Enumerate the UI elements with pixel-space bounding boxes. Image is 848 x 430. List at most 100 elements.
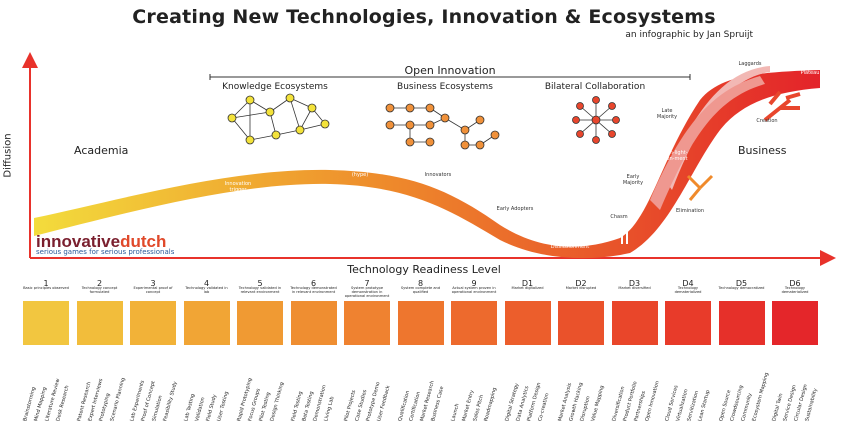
trl-description: Technology concept formulated bbox=[81, 286, 118, 294]
trl-level-4: 4 bbox=[203, 279, 210, 288]
trl-box bbox=[237, 301, 283, 345]
late-majority-band bbox=[650, 76, 765, 210]
trl-level-D3: D3 bbox=[628, 279, 641, 288]
tool-label: Launch bbox=[450, 402, 461, 422]
trl-tools: Field Testing Beta Testing Demonstration Li… bbox=[290, 350, 338, 430]
trl-level-5: 5 bbox=[257, 279, 263, 288]
business-ecosystems-label: Business Ecosystems bbox=[397, 82, 493, 92]
trl-description: Market diversified bbox=[618, 286, 651, 290]
knowledge-ecosystems-label: Knowledge Ecosystems bbox=[222, 82, 328, 92]
trl-description: Technology demonstrated in relevant envi… bbox=[290, 286, 337, 294]
trl-tools: Diversification Product Portfolio Partners… bbox=[611, 350, 661, 430]
hype-curve bbox=[34, 70, 820, 259]
subtitle: an infographic by Jan Spruijt bbox=[625, 30, 753, 40]
trl-level-D2: D2 bbox=[575, 279, 587, 288]
tool-label: Roadmapping bbox=[483, 387, 498, 422]
trl-box bbox=[772, 301, 818, 345]
trl-box bbox=[451, 301, 497, 345]
open-innovation-label: Open Innovation bbox=[404, 64, 496, 77]
y-axis-label: Diffusion bbox=[2, 133, 14, 178]
tool-label: Design Thinking bbox=[269, 381, 286, 422]
tool-label: Validation bbox=[193, 396, 206, 422]
trl-level-2: 2 bbox=[96, 279, 103, 288]
trl-level-8: 8 bbox=[417, 279, 424, 288]
tool-label: Feasibility Study bbox=[162, 380, 179, 422]
trl-box bbox=[665, 301, 711, 345]
x-axis-label: Technology Readiness Level bbox=[347, 263, 501, 276]
trl-description: Technology democratized bbox=[718, 286, 765, 290]
trl-description: Basic principles observed bbox=[23, 286, 69, 290]
trl-tools: Pilot Projects Case Studies Prototype Demo… bbox=[343, 350, 391, 430]
innovation-trigger-label: Innovation trigger bbox=[224, 181, 252, 193]
trl-box bbox=[611, 301, 658, 345]
trl-tools: Digital Twin Service Design Circular Desig… bbox=[771, 350, 819, 430]
trl-description: Experimental proof of concept bbox=[133, 286, 173, 294]
trl-tools: Open Source Crowdsourcing Community Ecosyst… bbox=[718, 350, 770, 430]
logo: innovativedutch bbox=[36, 232, 167, 251]
trl-level-6: 6 bbox=[310, 279, 317, 288]
logo-tagline: serious games for serious professionals bbox=[36, 248, 175, 256]
innovators-label: Innovators bbox=[424, 172, 452, 178]
enlightenment-label: En-light-en-ment bbox=[666, 150, 688, 162]
business-label: Business bbox=[738, 144, 787, 157]
trl-description: Technology validated in lab bbox=[185, 286, 228, 294]
trl-tools: Rapid Prototyping Focus Groups Pilot Testi… bbox=[236, 350, 286, 430]
trl-description: Technology dematerialized bbox=[674, 286, 702, 294]
trl-box bbox=[76, 301, 123, 345]
trl-level-D4: D4 bbox=[682, 279, 694, 288]
laggards-band bbox=[665, 66, 770, 190]
trl-box bbox=[718, 301, 765, 345]
trl-description: Market disrupted bbox=[565, 286, 597, 290]
elimination-label: Elimination bbox=[675, 208, 704, 214]
trl-box bbox=[344, 301, 390, 345]
tool-label: Open Innovation bbox=[643, 380, 661, 422]
trl-level-D5: D5 bbox=[735, 279, 748, 288]
trl-box bbox=[397, 301, 444, 345]
late-majority-label: Late Majority bbox=[656, 108, 678, 120]
laggards-label: Laggards bbox=[738, 61, 762, 67]
trl-description: Actual system proven in operational envi… bbox=[451, 286, 497, 294]
trl-tools: Lab Experiments Proof of Concept Simulatio… bbox=[129, 350, 179, 430]
trl-tools: Patent Research Expert Interviews Prototyp… bbox=[76, 350, 126, 430]
trident-icon bbox=[763, 90, 801, 122]
trl-tools: Brainstorming Mind Mapping Literature Revi… bbox=[22, 350, 70, 430]
plateau-label: Plateau bbox=[800, 70, 820, 76]
arrows-cluster-icon bbox=[686, 174, 714, 201]
trl-tools: Digital Strategy Data Analytics Platform D… bbox=[504, 350, 552, 430]
trl-tools: Qualification Certification Market Researc… bbox=[397, 350, 445, 430]
trl-level-D1: D1 bbox=[521, 279, 534, 288]
trl-description: Market digitalized bbox=[511, 286, 544, 290]
bilateral-collaboration-label: Bilateral Collaboration bbox=[544, 82, 646, 92]
page-title: Creating New Technologies, Innovation & … bbox=[132, 6, 716, 28]
trl-level-7: 7 bbox=[364, 279, 370, 288]
creation-label: Creation bbox=[756, 118, 778, 124]
trl-box bbox=[23, 301, 69, 345]
trl-tools: Cloud Services Virtualization Servitizatio… bbox=[664, 350, 712, 430]
trl-description: System prototype demonstration in operat… bbox=[344, 286, 390, 298]
trl-box bbox=[183, 301, 230, 345]
trl-level-9: 9 bbox=[471, 279, 477, 288]
knowledge-network bbox=[227, 93, 330, 145]
trl-level-1: 1 bbox=[43, 279, 49, 288]
trl-tools: Lab Testing Validation Field Study User Tes… bbox=[183, 350, 231, 430]
trl-box bbox=[290, 301, 337, 345]
trl-description: System complete and qualified bbox=[400, 286, 441, 294]
valley-of-death-label: "Valley of Death" Disillusionment bbox=[548, 238, 592, 250]
trl-tools: Launch Market Entry Sales Pitch Roadmapping bbox=[450, 350, 498, 430]
chasm-label: Chasm bbox=[610, 214, 628, 220]
early-adopters-label: Early Adopters bbox=[496, 206, 534, 212]
trl-box bbox=[558, 301, 604, 345]
trl-tools: Market Analysis Growth Hacking Disruption V… bbox=[557, 350, 605, 430]
trl-level-D6: D6 bbox=[789, 279, 801, 288]
trl-description: Technology validated in relevant environ… bbox=[238, 286, 282, 294]
tool-label: Living Lab bbox=[322, 395, 336, 422]
business-network bbox=[385, 103, 500, 150]
trl-box bbox=[504, 301, 551, 345]
bilateral-network bbox=[572, 96, 620, 144]
trl-level-3: 3 bbox=[150, 279, 156, 288]
trl-description: Technology dematerialized bbox=[781, 286, 809, 294]
trl-box bbox=[130, 301, 176, 345]
inflated-expectations-label: Inflated expectations (hype) bbox=[333, 166, 387, 178]
tool-label: Value Mapping bbox=[590, 384, 606, 422]
